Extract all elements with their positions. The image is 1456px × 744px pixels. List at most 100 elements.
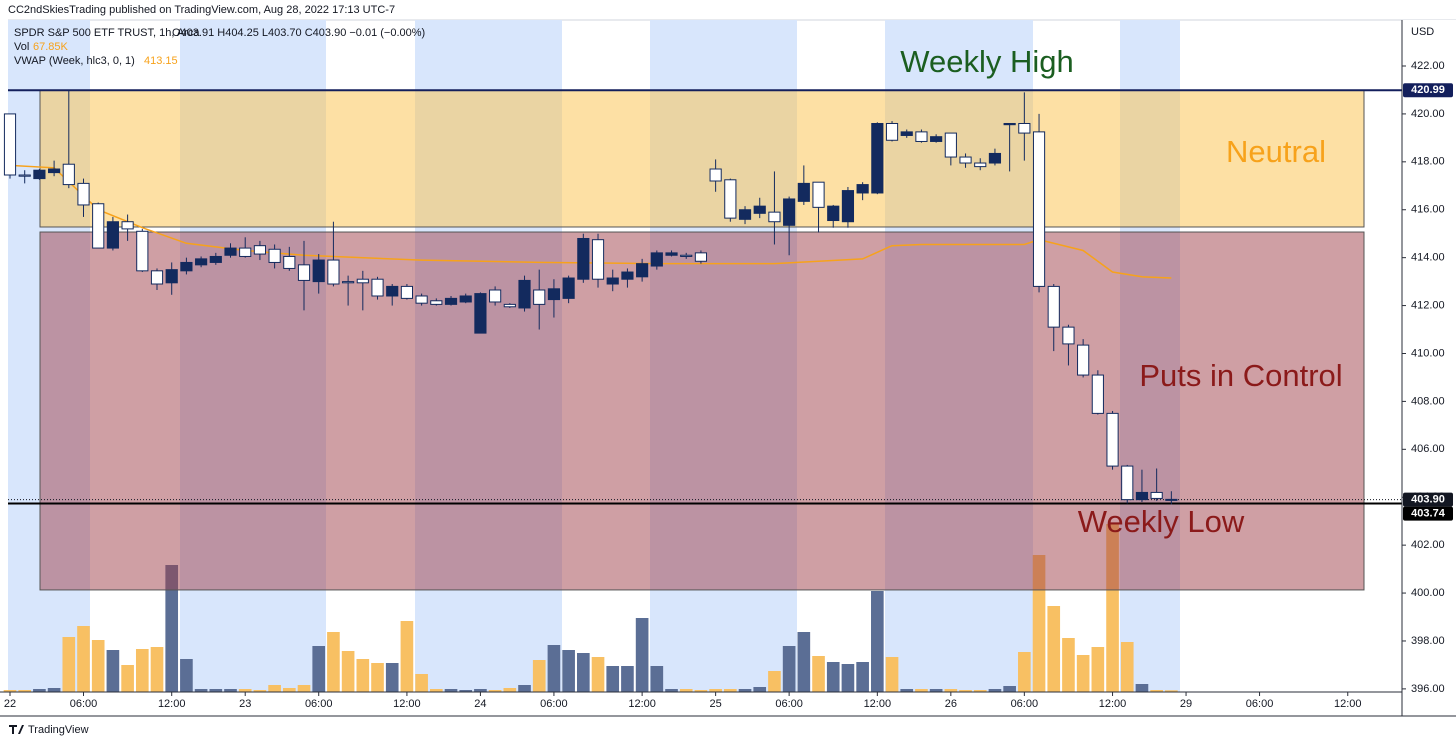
y-tick-label: 406.00 — [1411, 443, 1445, 455]
volume-bar — [268, 685, 281, 692]
candle-body — [753, 205, 766, 214]
publisher: CC2ndSkiesTrading published on TradingVi… — [8, 4, 395, 16]
x-tick-label: 06:00 — [70, 698, 98, 710]
y-tick-label: 410.00 — [1411, 347, 1445, 359]
candle-body — [959, 156, 972, 164]
volume-bar — [356, 659, 370, 692]
volume-bar — [856, 662, 869, 692]
candle-body — [386, 285, 399, 297]
symbol: SPDR S&P 500 ETF TRUST, 1h, Arca — [14, 27, 200, 39]
candle-body — [474, 293, 487, 334]
volume-bar — [474, 689, 487, 692]
candle-body — [209, 255, 222, 263]
candle-body — [165, 269, 178, 284]
price-tag-label: 403.74 — [1411, 508, 1446, 520]
x-tick-label: 26 — [945, 698, 957, 710]
y-tick-label: 412.00 — [1411, 299, 1445, 311]
volume-bar — [621, 666, 634, 692]
candle-body — [738, 209, 752, 220]
volume-bar — [91, 640, 105, 692]
candle-body — [797, 182, 810, 202]
candle-body — [297, 264, 311, 281]
candle-body — [900, 131, 913, 136]
volume-bar — [106, 650, 120, 692]
candle-body — [1150, 491, 1163, 499]
volume-bar — [547, 645, 561, 692]
volume-bar — [150, 647, 164, 692]
time-axis-bg — [0, 692, 1402, 716]
candle-body — [224, 247, 237, 256]
zone — [39, 231, 1365, 591]
candle-body — [1032, 131, 1046, 287]
volume-bar — [371, 663, 384, 692]
volume-bar — [768, 671, 781, 692]
y-tick-label: 422.00 — [1411, 60, 1445, 72]
volume-bar — [900, 689, 914, 692]
volume-layer — [3, 524, 1178, 692]
axes: 396.00398.00400.00402.00404.00406.00408.… — [4, 60, 1445, 710]
candle-body — [253, 245, 266, 255]
candle-body — [871, 122, 884, 194]
candle-body — [1165, 498, 1178, 501]
volume-bar — [1047, 606, 1061, 692]
candle-body — [827, 205, 840, 222]
vwap-line — [9, 164, 1172, 279]
candle-body — [342, 281, 355, 284]
x-tick-label: 23 — [239, 698, 251, 710]
candle-body — [1091, 374, 1104, 414]
candle-body — [356, 278, 369, 284]
volume-bar — [1165, 690, 1178, 692]
volume-bar — [826, 662, 840, 692]
candle-body — [62, 163, 75, 186]
volume-bar — [3, 690, 17, 692]
volume-bar — [562, 650, 575, 692]
y-tick-label: 418.00 — [1411, 156, 1445, 168]
y-tick-label: 420.00 — [1411, 108, 1445, 120]
candle-body — [195, 258, 208, 266]
x-tick-label: 29 — [1180, 698, 1192, 710]
volume-bar — [77, 626, 90, 692]
candle-body — [562, 277, 575, 299]
annotation: Puts in Control — [1139, 358, 1342, 393]
candle-body — [33, 169, 46, 180]
candle-body — [1077, 344, 1090, 376]
candle-body — [547, 288, 561, 301]
y-tick-label: 400.00 — [1411, 587, 1445, 599]
volume-bar — [606, 666, 620, 692]
candle-body — [459, 295, 472, 303]
x-tick-label: 25 — [710, 698, 722, 710]
vol-label: Vol — [14, 41, 29, 53]
volume-bar — [18, 690, 32, 692]
candle-body — [268, 248, 281, 263]
candle-body — [327, 259, 340, 285]
candle-body — [812, 181, 825, 208]
candle-body — [48, 168, 61, 174]
price-tag — [1403, 506, 1453, 521]
x-tick-label: 06:00 — [540, 698, 568, 710]
y-tick-label: 402.00 — [1411, 539, 1445, 551]
volume-bar — [165, 565, 179, 692]
x-tick-label: 06:00 — [775, 698, 803, 710]
x-tick-label: 12:00 — [1334, 698, 1362, 710]
candle-body — [18, 174, 31, 177]
volume-bar — [503, 688, 517, 692]
volume-bar — [665, 689, 678, 692]
volume-bar — [180, 659, 193, 692]
volume-bar — [297, 685, 311, 692]
currency-label: USD — [1411, 26, 1434, 38]
candle-body — [444, 297, 458, 305]
candle-body — [136, 230, 149, 272]
candle-body — [665, 252, 678, 256]
volume-bar — [929, 689, 943, 692]
price-tag — [1403, 83, 1453, 98]
volume-bar — [679, 689, 693, 692]
vwap-layer — [9, 164, 1172, 279]
volume-bar — [1076, 655, 1090, 692]
candle-body — [533, 289, 546, 305]
annotation: Weekly High — [900, 44, 1073, 79]
volume-bar — [871, 591, 884, 692]
volume-bar — [518, 685, 531, 692]
volume-bar — [33, 689, 46, 692]
volume-bar — [253, 690, 267, 692]
candle-layer — [3, 90, 1178, 505]
